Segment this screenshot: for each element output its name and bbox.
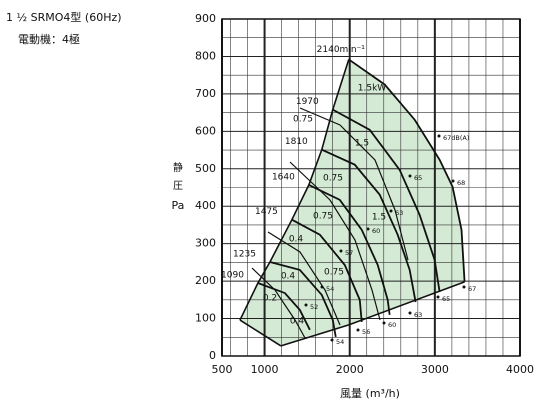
y-tick-label: 500 xyxy=(195,162,216,175)
power-curve xyxy=(299,107,409,261)
power-label: 0.75 xyxy=(313,212,333,222)
power-label: 1.5 xyxy=(355,139,369,149)
power-label: 0.4 xyxy=(289,235,304,245)
noise-point xyxy=(382,321,386,325)
power-label: 0.2 xyxy=(263,294,277,304)
y-tick-label: 600 xyxy=(195,124,216,137)
series-label: 1810 xyxy=(285,137,308,147)
x-tick-label: 3000 xyxy=(421,363,449,376)
series-label: 2140min⁻¹ xyxy=(317,45,366,55)
noise-point xyxy=(436,295,440,299)
series-label: 1640 xyxy=(272,172,295,182)
noise-label: 60 xyxy=(388,321,396,329)
series-label: 1970 xyxy=(296,97,319,107)
noise-point xyxy=(304,303,308,307)
boundary-line xyxy=(239,319,282,347)
y-axis-label: 圧 xyxy=(173,181,183,192)
noise-label: 57 xyxy=(345,249,353,257)
power-label: 1.5 xyxy=(372,213,386,223)
series-label: 1090 xyxy=(221,270,244,280)
power-label: 0.75 xyxy=(323,174,343,184)
noise-label: 54 xyxy=(336,338,344,346)
boundary-line xyxy=(280,281,465,347)
x-tick-label: 2000 xyxy=(336,363,364,376)
x-tick-label: 4000 xyxy=(506,363,534,376)
y-tick-label: 300 xyxy=(195,237,216,250)
noise-point xyxy=(339,249,343,253)
y-tick-label: 0 xyxy=(209,349,216,362)
noise-point xyxy=(320,285,324,289)
y-axis-label: 静 xyxy=(173,161,183,174)
noise-point xyxy=(408,311,412,315)
noise-point xyxy=(356,328,360,332)
power-label: 0.4 xyxy=(290,317,305,327)
noise-label: 52 xyxy=(310,303,318,311)
chart-subtitle: 電動機：4極 xyxy=(18,32,80,46)
power-curve xyxy=(289,161,381,321)
y-tick-label: 400 xyxy=(195,199,216,212)
noise-point xyxy=(462,285,466,289)
noise-label: 56 xyxy=(362,328,370,336)
plot-frame xyxy=(221,18,521,357)
y-tick-label: 200 xyxy=(195,274,216,287)
noise-label: 65 xyxy=(442,295,450,303)
power-curve xyxy=(267,231,341,326)
y-tick-label: 900 xyxy=(195,12,216,25)
plot-area: 0 100 200 300 400 500 600 700 800 900 500 1000 2000 3… xyxy=(195,12,534,376)
speed-curve xyxy=(308,184,391,315)
y-axis-label: Pa xyxy=(172,199,185,212)
noise-label: 67 xyxy=(468,285,476,293)
speed-curve xyxy=(269,261,337,338)
boundary-line xyxy=(239,59,350,321)
power-label: 1.5kW xyxy=(358,84,387,94)
speed-curve xyxy=(257,282,311,331)
noise-label: 54 xyxy=(326,285,334,293)
noise-point xyxy=(330,338,334,342)
noise-point xyxy=(389,209,393,213)
noise-point xyxy=(437,134,441,138)
noise-point xyxy=(366,227,370,231)
noise-label: 68 xyxy=(457,179,465,187)
y-tick-label: 700 xyxy=(195,87,216,100)
y-tick-label: 800 xyxy=(195,49,216,62)
noise-label: 65 xyxy=(414,174,422,182)
x-tick-label: 500 xyxy=(212,363,233,376)
x-axis-label: 風量 (m³/h) xyxy=(340,387,400,400)
speed-curve xyxy=(348,58,466,282)
noise-label: 63 xyxy=(395,209,403,217)
y-tick-label: 100 xyxy=(195,312,216,325)
speed-curve xyxy=(321,148,417,303)
noise-label: 63 xyxy=(414,311,422,319)
noise-point xyxy=(408,174,412,178)
power-label: 0.75 xyxy=(293,115,313,125)
noise-label: 60 xyxy=(372,227,380,235)
power-label: 0.75 xyxy=(324,268,344,278)
x-tick-label: 1000 xyxy=(251,363,279,376)
power-curve xyxy=(251,267,306,339)
series-label: 1475 xyxy=(255,207,278,217)
speed-curve xyxy=(332,108,441,293)
noise-point xyxy=(451,179,455,183)
noise-label: 67dB(A) xyxy=(443,134,469,142)
chart-title: 1 ½ SRMO4型 (60Hz) xyxy=(6,10,122,24)
power-label: 0.4 xyxy=(281,272,296,282)
series-label: 1235 xyxy=(233,250,256,260)
speed-curve xyxy=(291,218,363,323)
